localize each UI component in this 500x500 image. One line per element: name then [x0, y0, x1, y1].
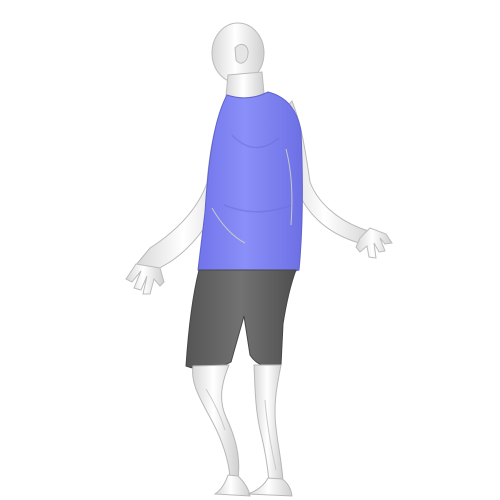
shirt-fold [223, 134, 293, 213]
sleeveless-top [197, 91, 303, 277]
right-foot [247, 477, 293, 497]
shorts [185, 269, 297, 370]
right-leg [253, 364, 284, 483]
left-leg [192, 364, 240, 479]
left-hand [125, 263, 165, 295]
right-hand [355, 227, 393, 259]
body-shadow-lines [205, 148, 293, 471]
body [125, 22, 393, 497]
left-foot [213, 474, 251, 497]
neck [225, 71, 265, 100]
ear [234, 43, 249, 64]
